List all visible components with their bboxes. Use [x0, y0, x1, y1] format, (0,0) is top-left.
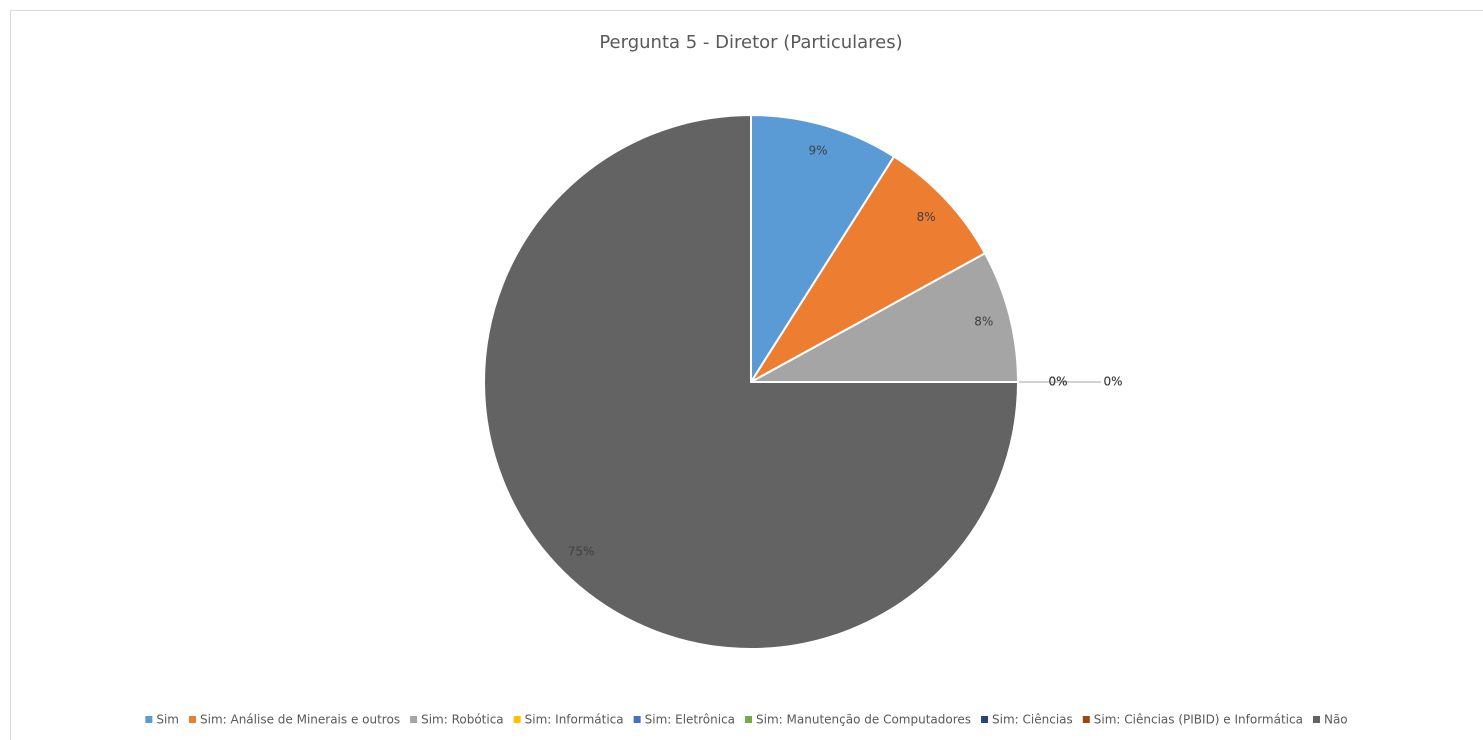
legend-label: Sim: Robótica	[421, 713, 504, 727]
legend-swatch	[745, 716, 753, 723]
legend-label: Sim: Análise de Minerais e outros	[200, 713, 400, 727]
data-label: 8%	[917, 210, 936, 224]
data-label: 0%	[1103, 375, 1122, 389]
data-label: 8%	[974, 315, 993, 329]
legend-label: Não	[1324, 713, 1348, 727]
legend-swatch	[1312, 716, 1320, 723]
legend-label: Sim: Informática	[525, 713, 624, 727]
legend-swatch	[981, 716, 989, 723]
data-label: 9%	[809, 144, 828, 158]
data-label: 75%	[568, 544, 595, 558]
legend-swatch	[633, 716, 641, 723]
chart-title: Pergunta 5 - Diretor (Particulares)	[599, 32, 902, 53]
legend-label: Sim: Manutenção de Computadores	[756, 713, 971, 727]
pie-slice	[750, 155, 987, 383]
legend-label: Sim: Ciências	[992, 713, 1073, 727]
legend-label: Sim: Ciências (PIBID) e Informática	[1094, 713, 1303, 727]
legend-swatch	[188, 716, 196, 723]
legend: Sim Sim: Análise de Minerais e outros Sim:…	[145, 713, 1348, 727]
data-label: 0%	[1048, 375, 1067, 389]
pie-slice	[483, 113, 1020, 650]
legend-swatch	[1082, 716, 1090, 723]
data-label: 0%	[1103, 375, 1122, 389]
legend-label: Sim	[156, 713, 179, 727]
legend-swatch	[145, 716, 153, 723]
pie-slice	[750, 113, 896, 386]
legend-label: Sim: Eletrônica	[645, 713, 735, 727]
pie-slice	[750, 252, 1020, 383]
legend-swatch	[513, 716, 521, 723]
legend-swatch	[410, 716, 418, 723]
